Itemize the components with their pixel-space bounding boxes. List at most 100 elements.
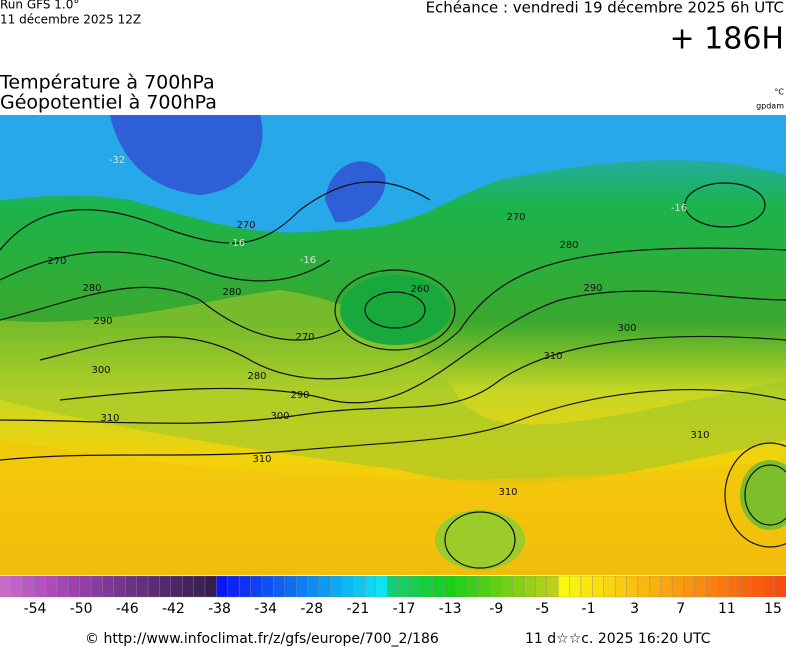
colorbar-label: -28 (300, 601, 323, 617)
colorbar-swatch (512, 575, 525, 598)
contour-label: 280 (247, 371, 266, 382)
contour-label: 270 (236, 220, 255, 231)
colorbar-swatch (170, 575, 183, 598)
contour-label: 280 (82, 283, 101, 294)
run-date: 11 décembre 2025 12Z (0, 13, 141, 27)
colorbar-swatch (740, 575, 752, 598)
colorbar-label: -1 (582, 601, 596, 617)
colorbar-swatch (375, 575, 388, 598)
contour-label: -16 (300, 255, 316, 266)
colorbar-swatch (11, 575, 23, 598)
colorbar-label: -46 (116, 601, 139, 617)
colorbar-swatch (102, 575, 115, 598)
field (0, 115, 786, 575)
colorbar-swatch (34, 575, 46, 598)
colorbar-swatch (56, 575, 69, 598)
colorbar-label: -54 (24, 601, 47, 617)
colorbar-swatch (296, 575, 308, 598)
colorbar: -54 -50 -46 -42 -38 -34 -28 -21 -17 -13 -9 -5 -1 3 7 11… (0, 575, 786, 617)
colorbar-swatch (193, 575, 206, 598)
colorbar-label: -34 (254, 601, 277, 617)
colorbar-swatch (603, 575, 616, 598)
colorbar-swatch (466, 575, 479, 598)
contour-label: 270 (295, 332, 314, 343)
colorbar-swatch (546, 575, 559, 598)
footer-generated: 11 d☆☆c. 2025 16:20 UTC (525, 631, 711, 647)
colorbar-swatch (159, 575, 172, 598)
colorbar-swatch (489, 575, 502, 598)
colorbar-swatch (637, 575, 650, 598)
colorbar-label: 3 (630, 601, 639, 617)
echeance: Echéance : vendredi 19 décembre 2025 6h … (426, 0, 784, 17)
colorbar-swatch (364, 575, 377, 598)
colorbar-swatch (569, 575, 582, 598)
colorbar-swatch (68, 575, 80, 598)
colorbar-swatch (728, 575, 741, 598)
colorbar-swatch (113, 575, 126, 598)
colorbar-swatch (147, 575, 160, 598)
colorbar-swatch (182, 575, 194, 598)
colorbar-swatch (0, 575, 12, 598)
colorbar-label: -17 (393, 601, 416, 617)
colorbar-swatch (455, 575, 468, 598)
contour-label: 290 (93, 316, 112, 327)
colorbar-swatch (90, 575, 103, 598)
colorbar-label: 15 (764, 601, 782, 617)
colorbar-swatch (717, 575, 730, 598)
colorbar-swatch (501, 575, 513, 598)
contour-label: 280 (222, 287, 241, 298)
contour-label: 290 (583, 283, 602, 294)
colorbar-swatch (751, 575, 764, 598)
contour-label: -16 (229, 238, 245, 249)
colorbar-label: -9 (489, 601, 503, 617)
colorbar-swatch (444, 575, 456, 598)
colorbar-swatch (774, 575, 786, 598)
colorbar-swatch (307, 575, 320, 598)
contour-label: 310 (252, 454, 271, 465)
colorbar-label: -50 (70, 601, 93, 617)
contour-label: 270 (47, 256, 66, 267)
title-temperature: Température à 700hPa (0, 72, 215, 94)
contour-label: 300 (270, 411, 289, 422)
colorbar-swatch (204, 575, 217, 598)
colorbar-swatch (239, 575, 251, 598)
contour-label: 300 (91, 365, 110, 376)
colorbar-swatch (706, 575, 718, 598)
colorbar-swatch (671, 575, 684, 598)
contour-label: 310 (690, 430, 709, 441)
colorbar-label: -38 (208, 601, 231, 617)
colorbar-swatch (683, 575, 696, 598)
colorbar-swatch (125, 575, 137, 598)
colorbar-swatch (580, 575, 593, 598)
colorbar-swatch (626, 575, 639, 598)
colorbar-swatch (318, 575, 331, 598)
colorbar-swatch (227, 575, 240, 598)
colorbar-swatch (284, 575, 297, 598)
colorbar-swatch (694, 575, 707, 598)
colorbar-label: -5 (535, 601, 549, 617)
contour-label: 310 (498, 487, 517, 498)
colorbar-swatch (523, 575, 536, 598)
colorbar-label: 7 (676, 601, 685, 617)
colorbar-swatch (261, 575, 274, 598)
colorbar-swatch (250, 575, 263, 598)
contour-label: 300 (617, 323, 636, 334)
colorbar-swatch (22, 575, 35, 598)
colorbar-swatch (614, 575, 627, 598)
colorbar-label: 11 (718, 601, 736, 617)
colorbar-swatch (273, 575, 285, 598)
contour-label: 260 (410, 284, 429, 295)
colorbar-label: -13 (439, 601, 462, 617)
contour-label: 290 (290, 390, 309, 401)
colorbar-label: -42 (162, 601, 185, 617)
contour-label: -16 (671, 203, 687, 214)
colorbar-swatch (592, 575, 604, 598)
unit-geopotential: gpdam (756, 102, 784, 111)
footer-url: © http://www.infoclimat.fr/z/gfs/europe/… (85, 631, 439, 647)
contours (0, 181, 786, 569)
colorbar-swatch (409, 575, 422, 598)
colorbar-swatch (136, 575, 149, 598)
title-geopotential: Géopotentiel à 700hPa (0, 92, 217, 114)
